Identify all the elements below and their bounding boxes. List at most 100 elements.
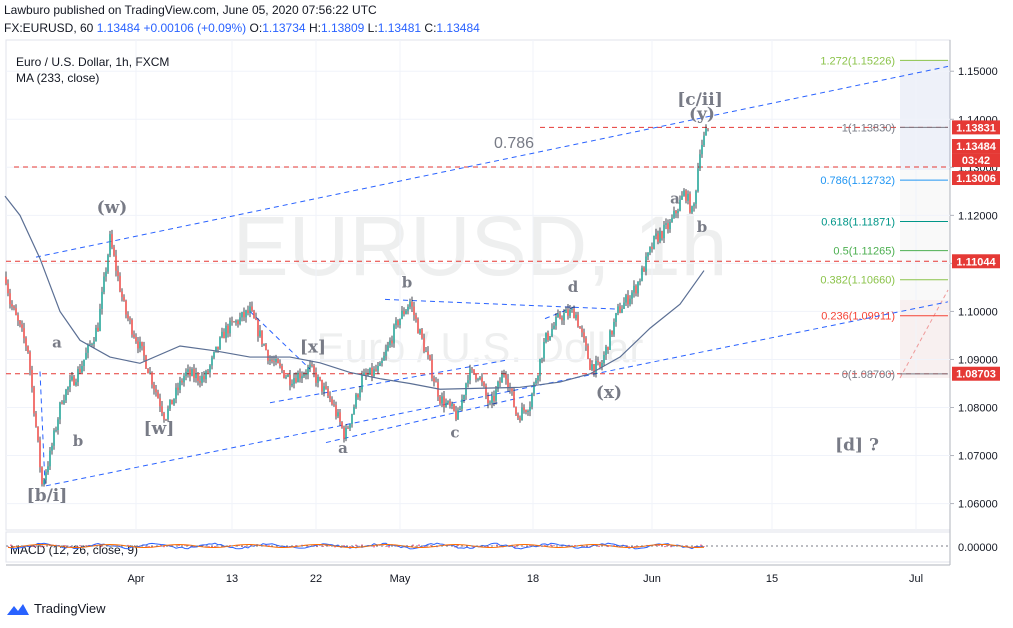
candle-body bbox=[453, 404, 455, 411]
candle-body bbox=[369, 367, 371, 375]
candle-body bbox=[89, 344, 91, 345]
candle-body bbox=[415, 315, 417, 320]
candle-body bbox=[321, 379, 323, 392]
candle-body bbox=[485, 385, 487, 396]
candle-body bbox=[29, 352, 31, 371]
candle-body bbox=[391, 340, 393, 344]
x-tick-label: 22 bbox=[310, 573, 322, 585]
channel-line[interactable] bbox=[249, 311, 311, 370]
candle-body bbox=[447, 401, 449, 403]
candle-body bbox=[35, 413, 37, 427]
channel-line[interactable] bbox=[39, 371, 46, 485]
candle-body bbox=[83, 359, 85, 366]
candle-body bbox=[533, 383, 535, 394]
candle-body bbox=[131, 319, 133, 335]
candle-body bbox=[59, 402, 61, 420]
candle-body bbox=[677, 210, 679, 214]
candle-body bbox=[499, 381, 501, 383]
candle-body bbox=[581, 328, 583, 333]
legend-title: Euro / U.S. Dollar, 1h, FXCM bbox=[16, 55, 169, 69]
candle-body bbox=[483, 382, 485, 386]
candle-body bbox=[27, 346, 29, 353]
candle-body bbox=[641, 267, 643, 281]
channel-line[interactable] bbox=[325, 392, 541, 444]
last-price: 1.13484 bbox=[96, 21, 141, 35]
candle-body bbox=[329, 395, 331, 400]
price-badge-label: 1.08703 bbox=[956, 369, 996, 381]
close-label: C: bbox=[424, 21, 437, 35]
candle-body bbox=[457, 410, 459, 420]
candle-body bbox=[175, 387, 177, 399]
candle-body bbox=[251, 306, 253, 311]
candle-body bbox=[177, 387, 179, 390]
low-label: L: bbox=[367, 21, 378, 35]
candle-body bbox=[543, 341, 545, 359]
candle-body bbox=[23, 328, 25, 339]
projection-diagonal bbox=[899, 289, 949, 379]
candle-body bbox=[359, 389, 361, 398]
candle-body bbox=[283, 370, 285, 378]
candle-body bbox=[367, 374, 369, 376]
channel-line[interactable] bbox=[35, 65, 949, 258]
candle-body bbox=[71, 376, 73, 380]
channel-line[interactable] bbox=[384, 298, 616, 310]
candle-body bbox=[555, 317, 557, 326]
candle-body bbox=[651, 246, 653, 249]
candle-body bbox=[197, 373, 199, 381]
candle-body bbox=[75, 382, 77, 386]
candle-body bbox=[705, 128, 707, 136]
wave-label: [x] bbox=[300, 337, 326, 357]
watermark-sub: Euro / U.S. Dollar bbox=[317, 324, 644, 371]
wave-label: (w) bbox=[97, 198, 128, 218]
x-tick-label: Jun bbox=[643, 573, 661, 585]
channel-line[interactable] bbox=[45, 301, 949, 487]
candle-body bbox=[55, 430, 57, 431]
candle-body bbox=[287, 374, 289, 377]
x-tick-label: Jul bbox=[909, 573, 923, 585]
candle-body bbox=[525, 410, 527, 413]
candle-body bbox=[135, 337, 137, 342]
wave-label: a bbox=[338, 439, 348, 457]
symbol-ohlc: FX:EURUSD, 60 1.13484 +0.00106 (+0.09%) … bbox=[4, 21, 480, 35]
wave-label: b bbox=[697, 218, 708, 236]
candle-body bbox=[585, 338, 587, 346]
tradingview-footer[interactable]: TradingView bbox=[6, 601, 106, 616]
wave-label: b bbox=[402, 273, 413, 291]
candle-body bbox=[477, 378, 479, 380]
candle-body bbox=[215, 346, 217, 352]
candle-body bbox=[481, 377, 483, 383]
wave-label: [b/i] bbox=[27, 486, 68, 506]
candle-body bbox=[353, 407, 355, 415]
fib-level-label: 0.618(1.11871) bbox=[821, 217, 895, 229]
candle-body bbox=[95, 327, 97, 342]
projection-zone bbox=[900, 60, 950, 378]
candle-body bbox=[153, 384, 155, 389]
candle-body bbox=[243, 312, 245, 318]
candle-body bbox=[667, 223, 669, 230]
candle-body bbox=[103, 276, 105, 292]
projection-zone-upper bbox=[900, 60, 950, 170]
candle-body bbox=[579, 326, 581, 329]
candle-body bbox=[521, 407, 523, 421]
candle-body bbox=[383, 355, 385, 361]
ma-line[interactable] bbox=[4, 195, 705, 390]
candle-body bbox=[611, 330, 613, 335]
candle-body bbox=[341, 422, 343, 428]
moving-average bbox=[4, 195, 705, 390]
open-label: O: bbox=[249, 21, 263, 35]
candle-body bbox=[249, 306, 251, 313]
channel-line[interactable] bbox=[269, 359, 506, 404]
candle-body bbox=[137, 341, 139, 349]
fib-level-label: 0.786(1.12732) bbox=[820, 175, 895, 187]
price-chart[interactable]: EURUSD, 1h Euro / U.S. Dollar Euro / U.S… bbox=[0, 0, 1013, 600]
candle-body bbox=[195, 373, 197, 379]
candle-body bbox=[349, 424, 351, 429]
candle-body bbox=[595, 360, 597, 373]
candle-body bbox=[259, 330, 261, 337]
low-value: 1.13481 bbox=[377, 21, 422, 35]
candle-body bbox=[567, 309, 569, 316]
candle-body bbox=[145, 355, 147, 369]
x-tick-label: Apr bbox=[127, 573, 144, 585]
main-pane[interactable] bbox=[5, 39, 951, 531]
candle-body bbox=[335, 405, 337, 417]
